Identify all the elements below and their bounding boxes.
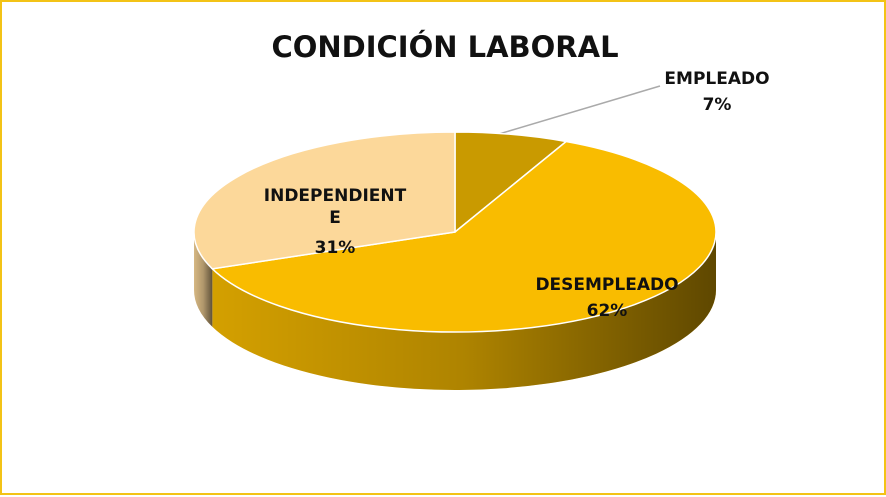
slice <box>193 131 456 270</box>
slice <box>210 140 717 333</box>
slice-side-shade <box>194 232 213 327</box>
slice-side-shade <box>212 232 716 390</box>
data-label-name: DESEMPLEADO <box>535 275 679 295</box>
data-label-value: 7% <box>702 95 732 115</box>
data-label-value: 31% <box>314 238 356 258</box>
chart-title: CONDICIÓN LABORAL <box>271 30 619 64</box>
data-label-name: EMPLEADO <box>664 69 770 89</box>
data-label-name: INDEPENDIENTE <box>263 186 407 228</box>
data-label-value: 62% <box>586 301 628 321</box>
slice <box>454 131 568 234</box>
leader-line <box>498 85 661 135</box>
